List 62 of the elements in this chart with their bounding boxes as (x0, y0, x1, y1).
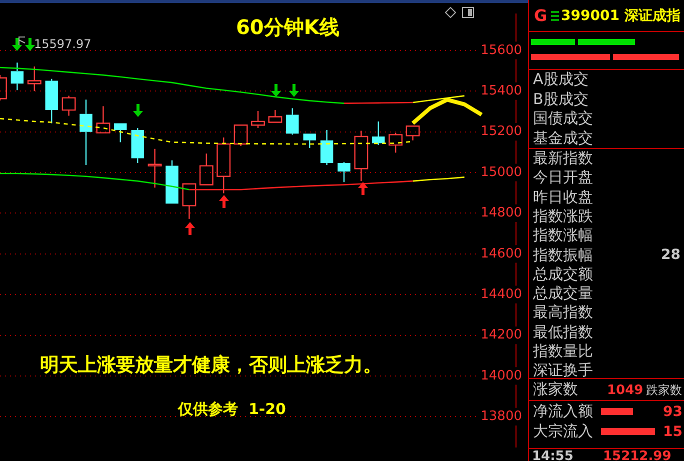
text: 15212.99 (603, 449, 672, 461)
annotation: 明天上涨要放量才健康，否则上涨乏力。 (40, 353, 382, 378)
y-tick-label: 15400 (480, 83, 522, 98)
text: 93 (663, 404, 682, 420)
text: 指数量比 (533, 342, 593, 360)
chart-title: 60分钟K线 (236, 14, 340, 41)
candlestick (338, 162, 350, 183)
text: 最新指数 (533, 149, 593, 167)
candlestick (354, 130, 368, 182)
text: 跌家数 (646, 383, 682, 397)
candlestick (80, 99, 92, 166)
text: 总成交额 (533, 264, 593, 283)
text: G (534, 6, 548, 25)
candlestick (216, 136, 231, 194)
annotation: 15597.97 (34, 37, 92, 51)
y-tick-label: 14800 (480, 206, 522, 221)
text: 1049 (607, 383, 644, 398)
candlestick (388, 132, 403, 154)
candlestick (372, 120, 385, 146)
text: 基金成交 (533, 128, 593, 146)
candlestick (320, 129, 334, 166)
text: 14:55 (532, 449, 574, 461)
y-tick-label: 14600 (480, 246, 522, 262)
annotation: 仅供参考 1-20 (178, 400, 286, 419)
text: 今日开盘 (533, 168, 593, 186)
text: 399001 深证成指 (561, 8, 680, 24)
y-tick-label: 14200 (480, 328, 522, 343)
text: 国债成交 (533, 109, 593, 127)
candlestick (62, 95, 76, 116)
candlestick (251, 110, 265, 129)
text: 28 (661, 247, 680, 263)
text: 15 (663, 424, 682, 440)
candlestick (96, 106, 110, 134)
candlestick (406, 126, 420, 141)
candlestick (234, 124, 248, 147)
text: 深证换手 (533, 361, 593, 380)
y-tick-label: 15600 (480, 42, 522, 58)
candlestick (199, 152, 214, 186)
y-tick-label: 15000 (480, 164, 522, 180)
text: 净流入额 (533, 402, 593, 420)
text: 指数涨跌 (533, 206, 593, 225)
candlestick (182, 183, 196, 220)
text: 总成交量 (533, 284, 593, 302)
text: 指数振幅 (533, 246, 593, 264)
text: 大宗流入 (533, 422, 593, 440)
y-tick-label: 14000 (480, 368, 522, 384)
y-tick-label: 15200 (480, 124, 522, 140)
candlestick (114, 123, 127, 143)
y-tick-label: 14400 (480, 286, 522, 302)
text: B股成交 (533, 90, 588, 108)
text: 指数涨幅 (533, 226, 593, 244)
y-tick-label: 13800 (480, 409, 522, 424)
candlestick (268, 109, 282, 123)
text: A股成交 (533, 70, 588, 88)
text: 昨日收盘 (533, 188, 593, 206)
text: 最低指数 (533, 322, 593, 341)
candlestick (45, 78, 58, 124)
text: 最高指数 (533, 303, 593, 322)
candlestick (10, 62, 24, 91)
candlestick (27, 66, 42, 92)
candlestick (148, 148, 162, 188)
text: 涨家数 (533, 380, 578, 398)
